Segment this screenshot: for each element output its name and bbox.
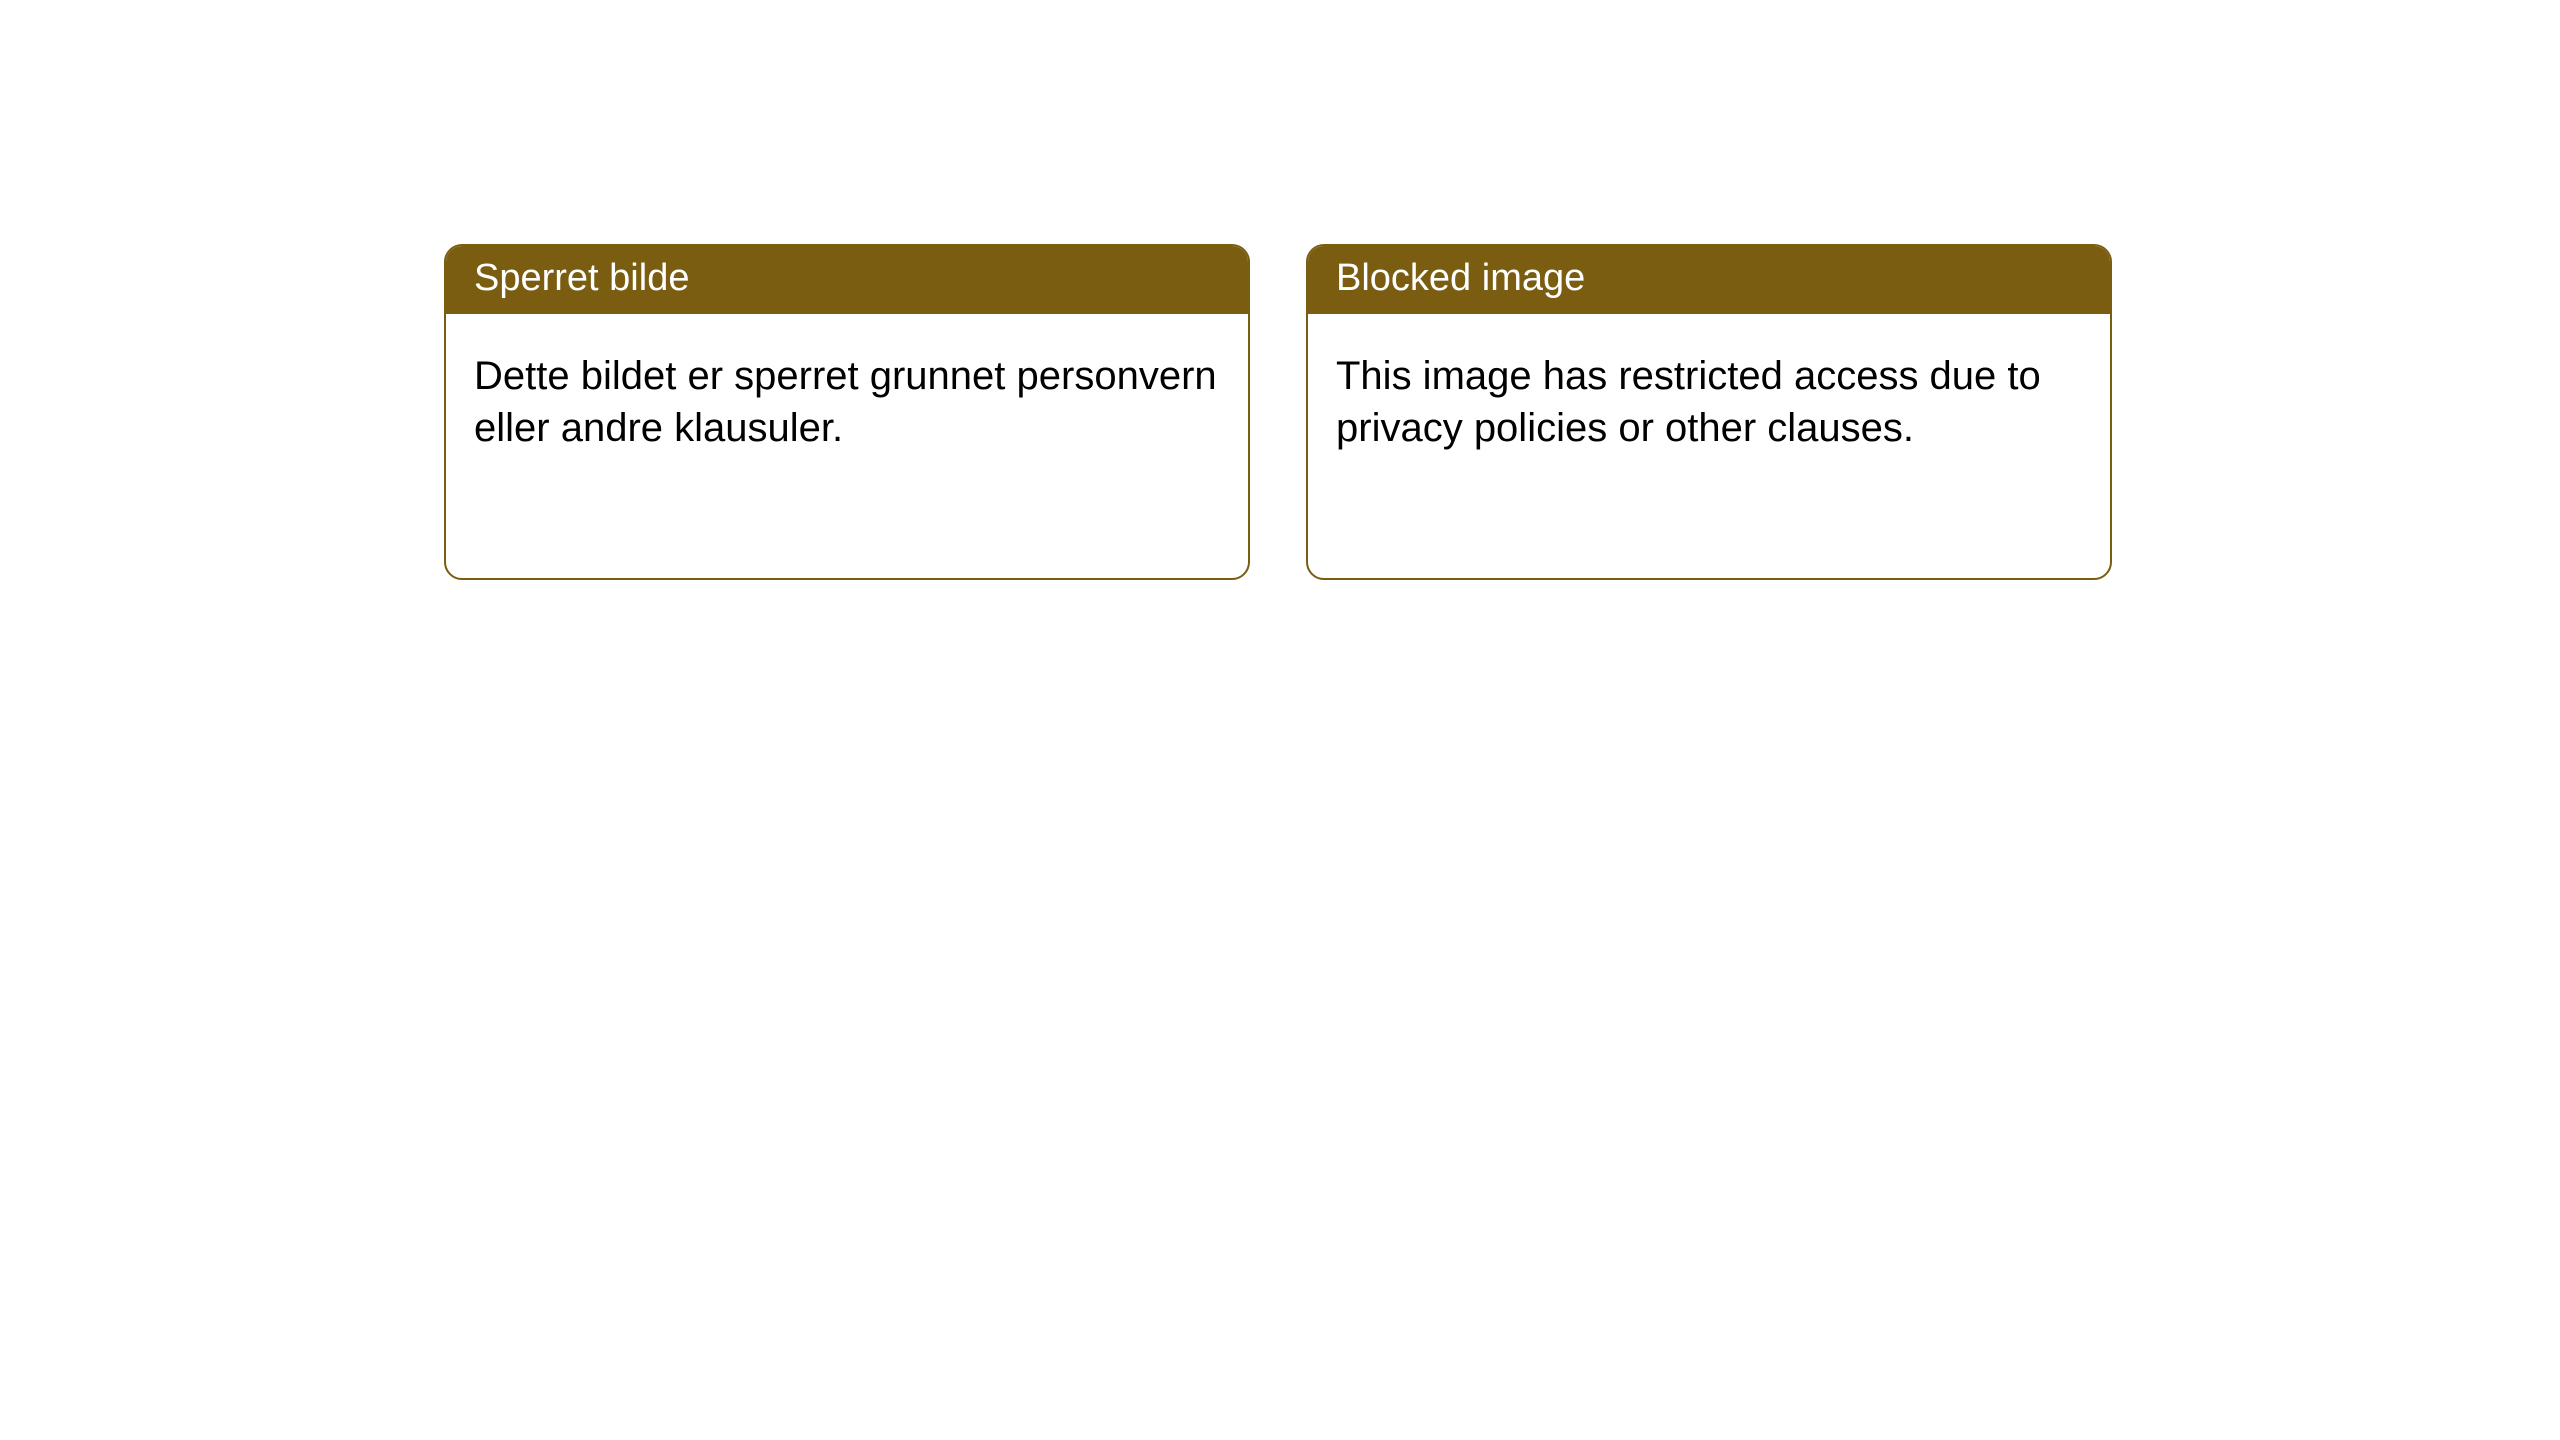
card-body-text: Dette bildet er sperret grunnet personve…: [474, 354, 1217, 450]
card-body: This image has restricted access due to …: [1308, 314, 2110, 482]
card-title: Sperret bilde: [474, 257, 689, 299]
card-header: Sperret bilde: [446, 246, 1248, 314]
notice-card-norwegian: Sperret bilde Dette bildet er sperret gr…: [444, 244, 1250, 580]
notice-card-row: Sperret bilde Dette bildet er sperret gr…: [0, 0, 2560, 580]
card-body-text: This image has restricted access due to …: [1336, 354, 2041, 450]
card-title: Blocked image: [1336, 257, 1585, 299]
card-body: Dette bildet er sperret grunnet personve…: [446, 314, 1248, 482]
card-header: Blocked image: [1308, 246, 2110, 314]
notice-card-english: Blocked image This image has restricted …: [1306, 244, 2112, 580]
